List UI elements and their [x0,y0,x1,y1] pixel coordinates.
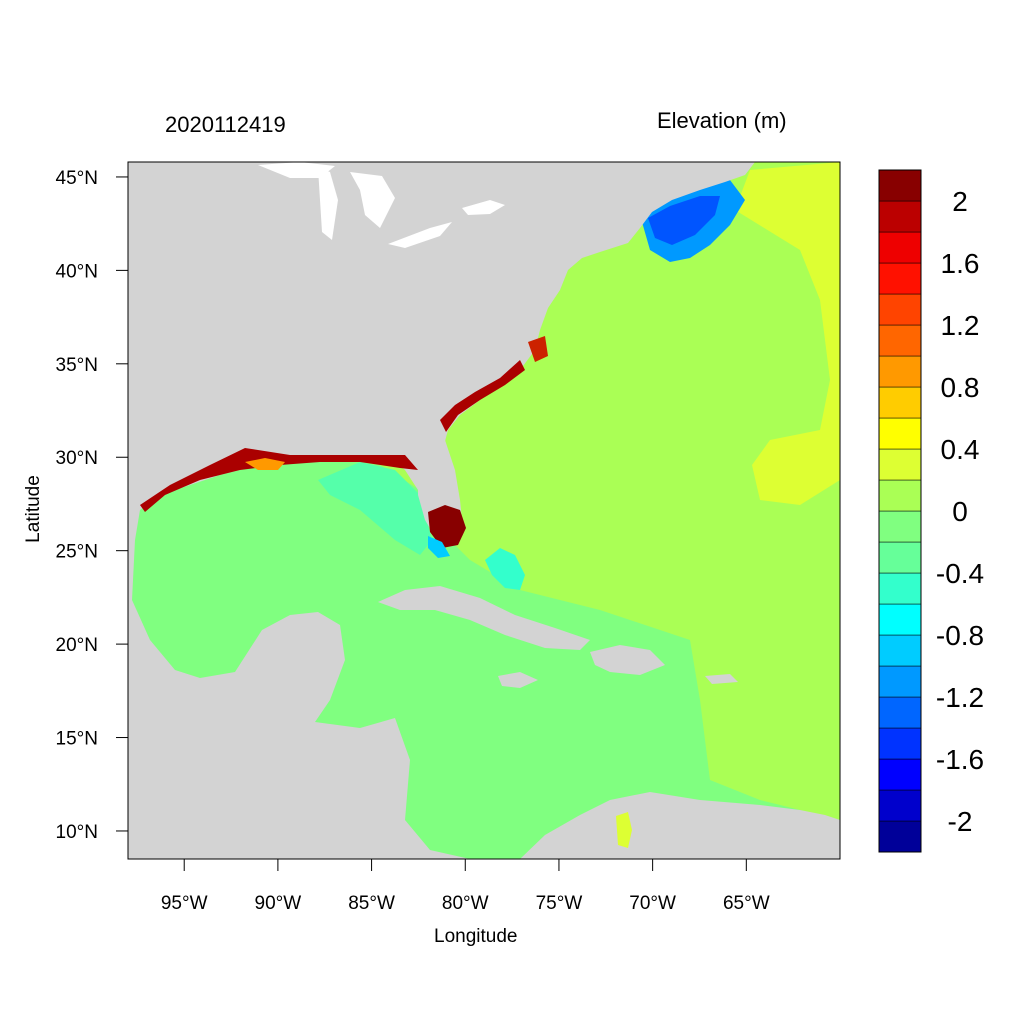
colorbar-label: 2 [952,186,968,217]
colorbar-swatch [878,820,922,853]
colorbar: 2 1.6 1.2 0.8 0.4 0 -0.4 -0.8 -1.2 -1.6 -2 [878,169,984,853]
colorbar-swatch [878,262,922,295]
colorbar-label: -1.6 [936,744,984,775]
lake-erie [388,222,452,248]
longitude-ticks: 95°W 90°W 85°W 80°W 75°W 70°W 65°W [161,859,770,914]
bahamas-bank [485,548,525,590]
jamaica [498,672,538,688]
colorbar-swatch [878,758,922,791]
x-axis-label: Longitude [434,926,518,947]
run-timestamp-title: 2020112419 [165,112,286,137]
colorbar-frame [878,169,922,853]
colorbar-label: -0.8 [936,620,984,651]
atlantic-positive-patch [735,162,840,505]
north-america-land [128,162,755,859]
colorbar-label: -1.2 [936,682,984,713]
west-florida-shelf [318,462,432,555]
colorbar-swatch [878,572,922,605]
gulf-of-maine-core [648,196,720,245]
east-coast-surge-band [440,360,525,432]
lon-tick-label: 65°W [723,893,770,914]
colorbar-swatch [878,727,922,760]
lon-tick-label: 70°W [629,893,676,914]
colorbar-swatch [878,696,922,729]
colorbar-swatch [878,324,922,357]
lake-ontario [462,200,505,215]
colorbar-label: 1.2 [941,310,980,341]
lake-michigan [318,168,338,240]
colorbar-swatch [878,417,922,450]
colorbar-label: 0.4 [941,434,980,465]
colorbar-swatch [878,789,922,822]
colorbar-swatch [878,355,922,388]
south-florida-high-surge [428,505,466,548]
louisiana-orange-surge [245,458,285,470]
lon-tick-label: 90°W [255,893,302,914]
lat-tick-label: 45°N [56,168,98,189]
lon-tick-label: 95°W [161,893,208,914]
colorbar-label: 0.8 [941,372,980,403]
colorbar-label: 0 [952,496,968,527]
lat-tick-label: 10°N [56,822,98,843]
colorbar-swatch [878,603,922,636]
colorbar-swatch [878,386,922,419]
colorbar-swatch [878,479,922,512]
puerto-rico [705,674,738,684]
colorbar-swatch [878,448,922,481]
lat-tick-label: 20°N [56,635,98,656]
lat-tick-label: 35°N [56,355,98,376]
colorbar-swatch [878,634,922,667]
colorbar-label: 1.6 [941,248,980,279]
cuba [378,586,590,650]
florida-keys-negative [428,536,450,558]
lat-tick-label: 15°N [56,729,98,750]
colorbar-label: -0.4 [936,558,984,589]
lake-superior [258,162,335,178]
lat-tick-label: 30°N [56,448,98,469]
lon-tick-label: 80°W [442,893,489,914]
colorbar-swatch [878,293,922,326]
lat-tick-label: 40°N [56,261,98,282]
map-frame [127,161,841,860]
map-panel [128,162,840,859]
south-america-land [520,792,840,859]
colorbar-swatch [878,200,922,233]
colorbar-swatch [878,665,922,698]
colorbar-label: -2 [948,806,973,837]
lake-maracaibo [616,812,632,848]
lon-tick-label: 85°W [348,893,395,914]
lake-huron [350,172,395,228]
gulf-coast-surge-band [140,448,418,512]
colorbar-swatch [878,231,922,264]
lat-tick-label: 25°N [56,542,98,563]
outer-banks-surge [528,336,548,362]
colorbar-swatch [878,541,922,574]
lon-tick-label: 75°W [536,893,583,914]
hispaniola [590,645,665,675]
latitude-ticks: 45°N 40°N 35°N 30°N 25°N 20°N 15°N 10°N [56,168,128,843]
colorbar-swatch [878,510,922,543]
variable-title: Elevation (m) [657,108,787,133]
colorbar-swatch [878,169,922,202]
